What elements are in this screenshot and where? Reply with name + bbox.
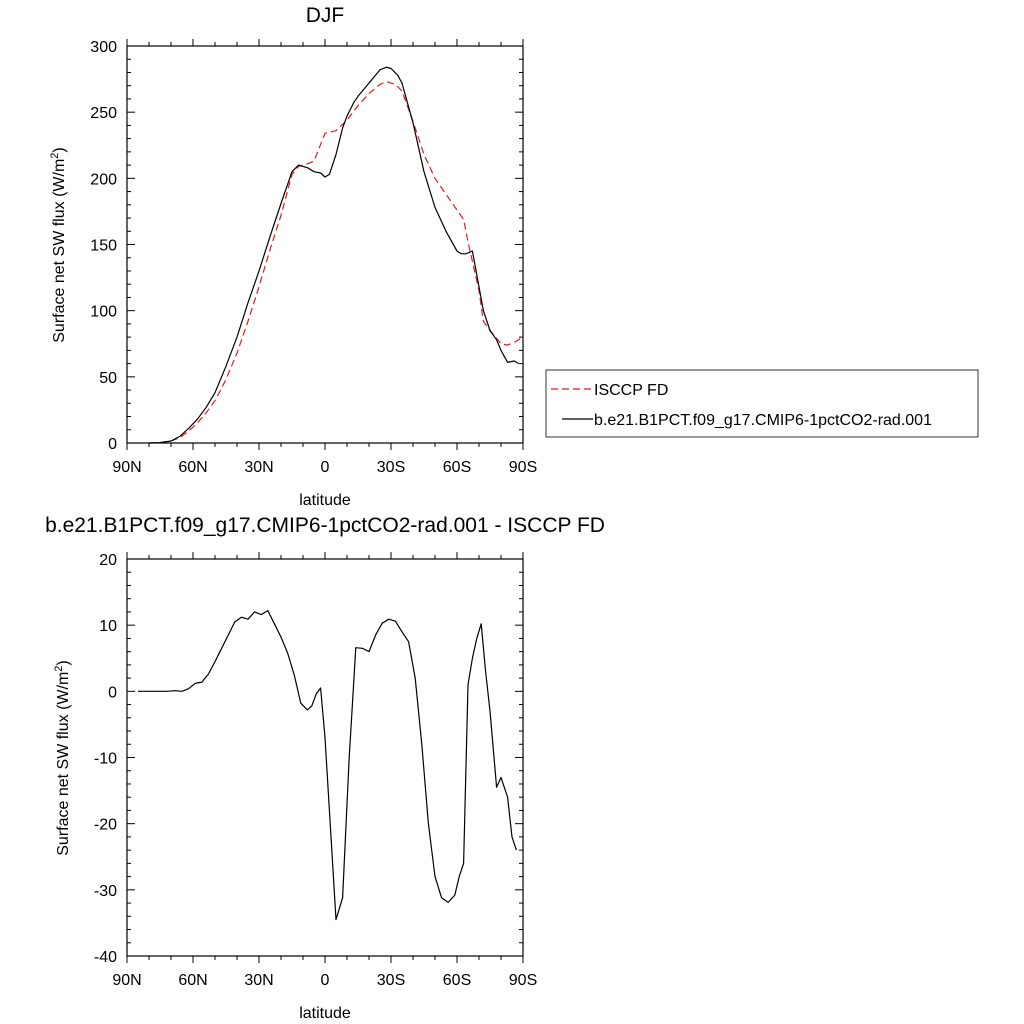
x-tick-label: 60N	[178, 459, 207, 476]
x-tick-label: 30N	[244, 459, 273, 476]
y-tick-label: -30	[94, 883, 117, 900]
y-tick-label: 50	[99, 370, 117, 387]
x-tick-label: 30N	[244, 972, 273, 989]
bottom-y-axis-label: Surface net SW flux (W/m2)	[53, 660, 72, 856]
x-tick-label: 60S	[443, 459, 471, 476]
legend: ISCCP FD b.e21.B1PCT.f09_g17.CMIP6-1pctC…	[546, 370, 978, 437]
series-line-difference	[138, 611, 516, 920]
y-tick-label: 100	[90, 304, 117, 321]
y-tick-label: 150	[90, 238, 117, 255]
top-x-axis-label: latitude	[299, 492, 351, 509]
x-tick-label: 30S	[377, 459, 405, 476]
y-tick-label: 20	[99, 552, 117, 569]
top-y-axis: 0 50 100 150 200 250 300	[90, 39, 523, 453]
x-tick-label: 60S	[443, 972, 471, 989]
y-tick-label: -40	[94, 949, 117, 966]
x-tick-label: 90N	[112, 459, 141, 476]
y-tick-label: 0	[108, 684, 117, 701]
bottom-plot-frame	[127, 559, 523, 956]
bottom-y-axis: -40 -30 -20 -10 0 10 20	[94, 552, 523, 966]
top-y-axis-label: Surface net SW flux (W/m2)	[49, 147, 68, 343]
y-tick-label: 300	[90, 39, 117, 56]
bottom-series-group	[138, 611, 516, 920]
top-panel: DJF 0 50 100 150 200 250 300 90N 60N 30N 0 30S 60S 9…	[49, 4, 978, 509]
x-tick-label: 0	[321, 972, 330, 989]
bottom-x-axis: 90N 60N 30N 0 30S 60S 90S	[112, 552, 537, 989]
y-tick-label: 200	[90, 171, 117, 188]
x-tick-label: 60N	[178, 972, 207, 989]
series-line-isccp-fd	[149, 82, 523, 443]
top-chart-title: DJF	[306, 4, 345, 27]
y-tick-label: 0	[108, 436, 117, 453]
legend-label-isccp: ISCCP FD	[594, 382, 668, 399]
x-tick-label: 30S	[377, 972, 405, 989]
legend-label-model: b.e21.B1PCT.f09_g17.CMIP6-1pctCO2-rad.00…	[594, 412, 932, 429]
bottom-chart-title: b.e21.B1PCT.f09_g17.CMIP6-1pctCO2-rad.00…	[45, 514, 605, 537]
x-tick-label: 90S	[509, 459, 537, 476]
y-tick-label: -20	[94, 817, 117, 834]
y-tick-label: 10	[99, 618, 117, 635]
x-tick-label: 90N	[112, 972, 141, 989]
top-plot-frame	[127, 46, 523, 443]
y-tick-label: -10	[94, 751, 117, 768]
series-line-model	[149, 67, 519, 443]
bottom-panel: b.e21.B1PCT.f09_g17.CMIP6-1pctCO2-rad.00…	[45, 514, 605, 1022]
y-tick-label: 250	[90, 105, 117, 122]
bottom-x-axis-label: latitude	[299, 1005, 351, 1022]
top-series-group	[149, 67, 523, 443]
x-tick-label: 0	[321, 459, 330, 476]
x-tick-label: 90S	[509, 972, 537, 989]
